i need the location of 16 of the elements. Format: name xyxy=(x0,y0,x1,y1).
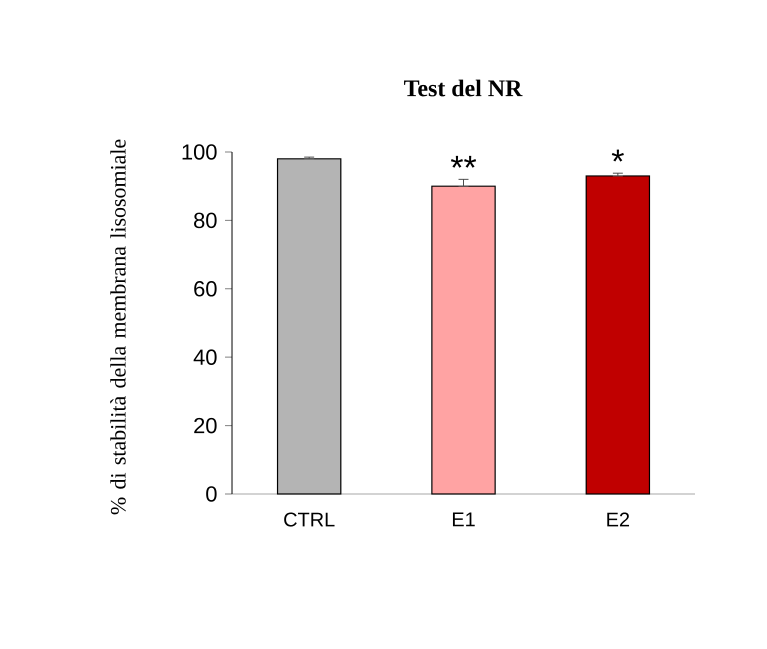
chart-title: Test del NR xyxy=(404,80,523,96)
bar xyxy=(276,158,342,495)
x-tick-label: E1 xyxy=(452,512,475,526)
annotation: * xyxy=(612,150,624,162)
y-tick-label: 80 xyxy=(194,212,217,228)
y-axis-title: % di stabilità della membrana lisosomiale xyxy=(110,140,126,514)
annotation: ** xyxy=(450,156,476,168)
bar xyxy=(431,186,496,495)
y-tick-label: 40 xyxy=(194,349,217,365)
y-tick-label: 20 xyxy=(194,418,217,434)
y-tick-label: 100 xyxy=(182,144,217,160)
x-tick-label: E2 xyxy=(607,512,630,526)
bar xyxy=(586,175,650,495)
y-tick-label: 60 xyxy=(194,281,217,297)
x-tick-label: CTRL xyxy=(284,512,335,527)
y-tick-label: 0 xyxy=(206,486,217,502)
